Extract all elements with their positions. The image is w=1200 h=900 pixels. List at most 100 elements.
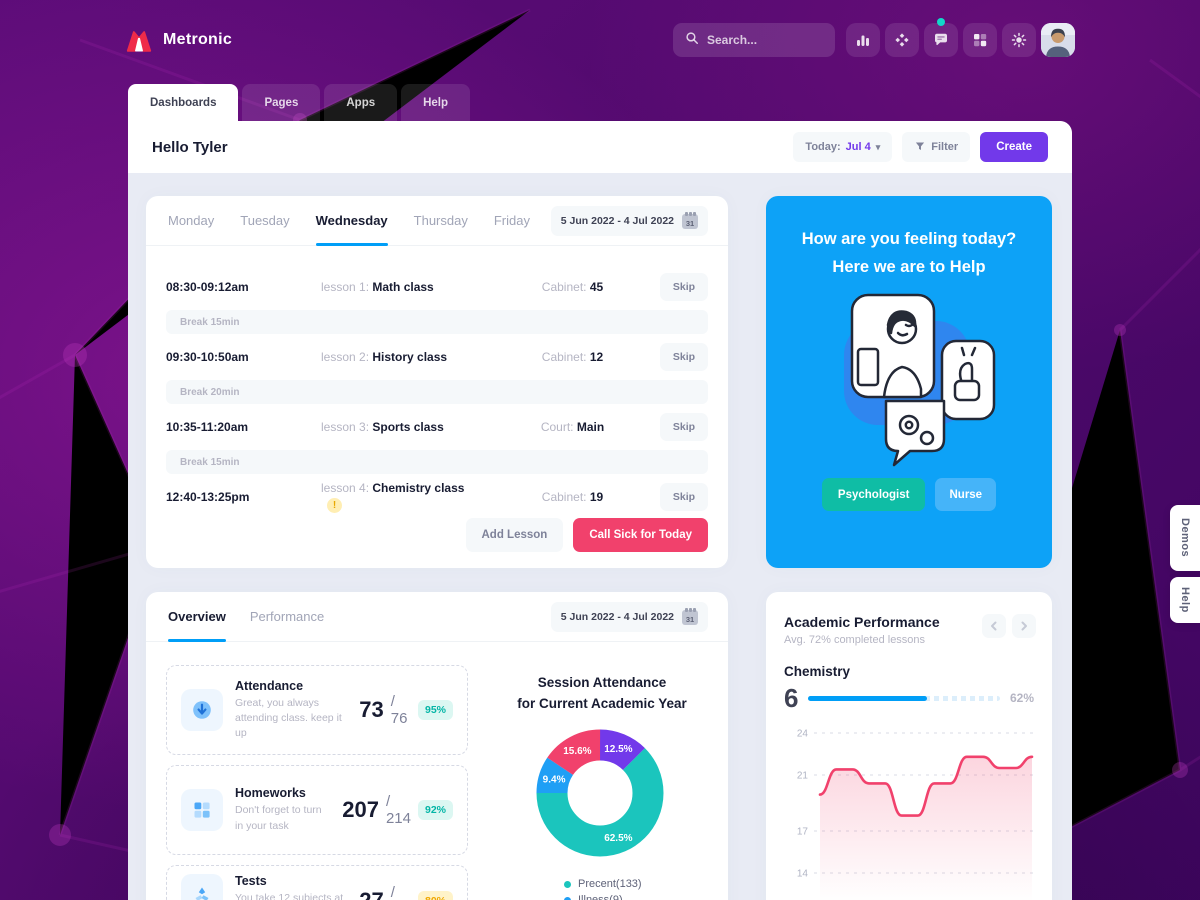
lesson-row: 08:30-09:12am lesson 1: Math class Cabin… bbox=[166, 270, 708, 304]
stat-desc: Don't forget to turn in your task bbox=[235, 804, 322, 832]
nurse-button[interactable]: Nurse bbox=[935, 478, 997, 511]
day-tab-wednesday[interactable]: Wednesday bbox=[315, 196, 388, 246]
lesson-name: lesson 2: History class bbox=[321, 350, 448, 364]
progress-bar bbox=[808, 695, 1000, 701]
chat-button[interactable] bbox=[924, 18, 958, 57]
quick-actions-button[interactable] bbox=[885, 23, 919, 57]
add-lesson-button[interactable]: Add Lesson bbox=[465, 518, 564, 552]
side-tab-demos[interactable]: Demos bbox=[1170, 505, 1200, 571]
stat-value: 73 bbox=[359, 697, 384, 722]
lesson-place: Cabinet: 19 bbox=[541, 490, 604, 504]
tab-performance[interactable]: Performance bbox=[249, 609, 325, 624]
stat-desc: Great, you always attending class. keep … bbox=[235, 696, 342, 740]
legend-item-illness: Illness(9) bbox=[564, 892, 642, 900]
main-panel: Hello Tyler Today: Jul 4 ▾ Filter Create… bbox=[128, 121, 1072, 900]
tab-dashboards[interactable]: Dashboards bbox=[128, 84, 239, 121]
stat-title: Tests bbox=[235, 874, 267, 888]
feeling-card: How are you feeling today? Here we are t… bbox=[766, 196, 1052, 568]
break-row: Break 15min bbox=[166, 450, 708, 474]
stat-values: 73 / 76 95% bbox=[359, 693, 453, 727]
main-nav: Dashboards Pages Apps Help bbox=[128, 84, 471, 121]
stat-values: 27 / 38 80% bbox=[359, 884, 453, 900]
date-range-picker[interactable]: 5 Jun 2022 - 4 Jul 2022 31 bbox=[550, 602, 708, 632]
sun-icon bbox=[1011, 32, 1027, 48]
today-dropdown[interactable]: Today: Jul 4 ▾ bbox=[793, 132, 893, 162]
skip-button[interactable]: Skip bbox=[660, 343, 708, 371]
lesson-list: 08:30-09:12am lesson 1: Math class Cabin… bbox=[146, 246, 728, 514]
stat-badge: 92% bbox=[417, 800, 453, 820]
lesson-name: lesson 4: Chemistry class! bbox=[321, 481, 465, 513]
subject-progress: 6 62% bbox=[784, 685, 1034, 711]
calendar-icon: 31 bbox=[682, 211, 698, 229]
page-title: Hello Tyler bbox=[152, 138, 228, 156]
stat-text: Attendance Great, you always attending c… bbox=[235, 679, 347, 742]
legend-item-present: Precent(133) bbox=[564, 876, 642, 892]
psychologist-button[interactable]: Psychologist bbox=[821, 478, 926, 511]
svg-text:24: 24 bbox=[797, 729, 809, 740]
overview-card-header: Overview Performance 5 Jun 2022 - 4 Jul … bbox=[146, 592, 728, 642]
lesson-time: 12:40-13:25pm bbox=[166, 490, 250, 504]
feeling-title: How are you feeling today? bbox=[801, 230, 1017, 248]
next-button[interactable] bbox=[1012, 614, 1036, 638]
tab-overview[interactable]: Overview bbox=[168, 592, 226, 642]
break-row: Break 15min bbox=[166, 310, 708, 334]
stat-attendance: Attendance Great, you always attending c… bbox=[166, 665, 468, 755]
progress-percent: 62% bbox=[1009, 691, 1034, 705]
date-range-picker[interactable]: 5 Jun 2022 - 4 Jul 2022 31 bbox=[550, 206, 708, 236]
performance-line-chart: 24 21 17 14 bbox=[797, 729, 1034, 900]
side-tab-help[interactable]: Help bbox=[1170, 577, 1200, 623]
attendance-clock-icon bbox=[181, 689, 223, 731]
lesson-name: lesson 3: Sports class bbox=[321, 420, 444, 434]
svg-text:21: 21 bbox=[797, 771, 809, 782]
stat-values: 207 / 214 92% bbox=[342, 793, 453, 827]
feeling-actions: Psychologist Nurse bbox=[766, 478, 1052, 511]
prev-button[interactable] bbox=[982, 614, 1006, 638]
metronic-logo-icon bbox=[125, 28, 153, 53]
calendar-icon: 31 bbox=[682, 607, 698, 625]
skip-button[interactable]: Skip bbox=[660, 483, 708, 511]
stat-desc: You take 12 subjects at bbox=[235, 892, 344, 900]
academic-subtitle: Avg. 72% completed lessons bbox=[784, 634, 926, 646]
subject-grade: 6 bbox=[784, 683, 799, 713]
warning-icon: ! bbox=[327, 498, 342, 513]
day-tab-friday[interactable]: Friday bbox=[493, 213, 530, 228]
academic-title: Academic Performance bbox=[784, 614, 940, 630]
chevron-down-icon: ▾ bbox=[875, 141, 881, 152]
call-sick-button[interactable]: Call Sick for Today bbox=[573, 518, 708, 552]
tab-pages[interactable]: Pages bbox=[242, 84, 321, 121]
lesson-name: lesson 1: Math class bbox=[321, 280, 434, 294]
svg-text:9.4%: 9.4% bbox=[543, 775, 566, 786]
brand-name: Metronic bbox=[163, 31, 233, 48]
filter-button[interactable]: Filter bbox=[902, 132, 971, 162]
brand[interactable]: Metronic bbox=[125, 28, 232, 53]
day-tab-thursday[interactable]: Thursday bbox=[413, 213, 468, 228]
svg-text:62.5%: 62.5% bbox=[604, 833, 632, 844]
create-button[interactable]: Create bbox=[980, 132, 1048, 162]
lesson-row: 10:35-11:20am lesson 3: Sports class Cou… bbox=[166, 410, 708, 444]
filter-label: Filter bbox=[931, 141, 959, 153]
page-header-controls: Today: Jul 4 ▾ Filter Create bbox=[793, 132, 1048, 162]
lesson-row: 09:30-10:50am lesson 2: History class Ca… bbox=[166, 340, 708, 374]
day-tab-tuesday[interactable]: Tuesday bbox=[240, 213, 290, 228]
apps-grid-button[interactable] bbox=[963, 23, 997, 57]
legend-dot bbox=[564, 880, 571, 888]
stat-total: / 38 bbox=[390, 884, 395, 900]
stat-title: Attendance bbox=[235, 678, 304, 693]
stats-button[interactable] bbox=[846, 23, 880, 57]
search-input[interactable] bbox=[707, 33, 823, 47]
search-bar[interactable] bbox=[673, 23, 835, 57]
user-avatar[interactable] bbox=[1041, 23, 1075, 57]
schedule-card: Monday Tuesday Wednesday Thursday Friday… bbox=[146, 196, 728, 568]
tab-help[interactable]: Help bbox=[401, 84, 471, 121]
theme-toggle-button[interactable] bbox=[1002, 23, 1036, 57]
schedule-actions: Add Lesson Call Sick for Today bbox=[465, 518, 708, 552]
tab-apps[interactable]: Apps bbox=[324, 84, 398, 121]
svg-text:14: 14 bbox=[797, 869, 809, 880]
stat-total: / 76 bbox=[390, 693, 408, 727]
skip-button[interactable]: Skip bbox=[660, 413, 708, 441]
day-tab-monday[interactable]: Monday bbox=[168, 213, 215, 228]
today-label: Today: bbox=[805, 141, 841, 153]
svg-text:15.6%: 15.6% bbox=[563, 746, 591, 757]
homeworks-grid-icon bbox=[181, 789, 223, 831]
skip-button[interactable]: Skip bbox=[660, 273, 708, 301]
